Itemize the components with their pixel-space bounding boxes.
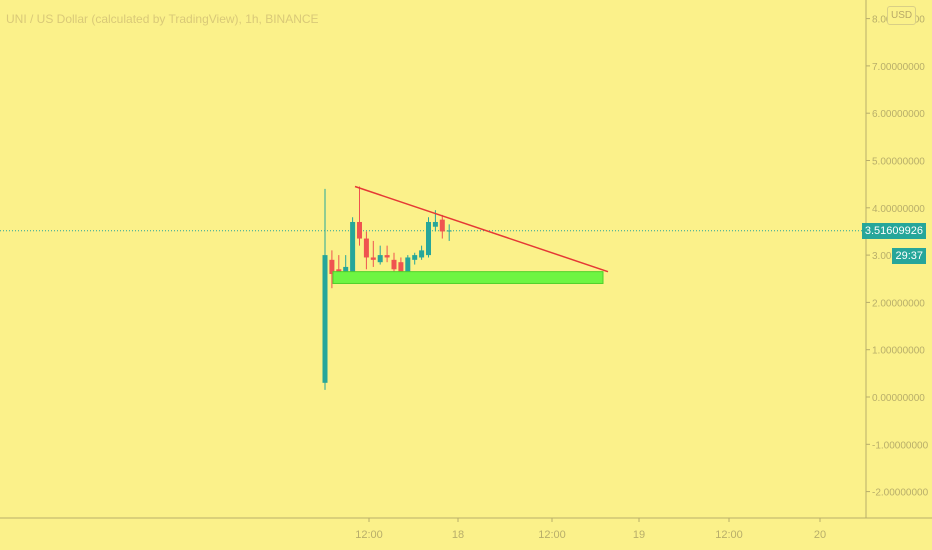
x-tick-label: 12:00 <box>715 529 743 541</box>
candle-body <box>384 255 390 258</box>
y-tick-label: 4.00000000 <box>872 204 925 215</box>
candle-body <box>446 230 452 232</box>
y-tick-label: -2.00000000 <box>872 488 929 499</box>
x-tick-label: 19 <box>633 529 645 541</box>
y-tick-label: 5.00000000 <box>872 157 925 168</box>
candle-body <box>419 250 425 258</box>
candle-body <box>432 221 438 227</box>
support-zone <box>332 271 604 284</box>
y-tick-label: -1.00000000 <box>872 440 929 451</box>
candle-body <box>322 255 328 383</box>
trendline <box>354 185 609 273</box>
x-tick-label: 12:00 <box>538 529 566 541</box>
candle-body <box>398 262 404 272</box>
x-tick-label: 20 <box>814 529 826 541</box>
candle-countdown-label: 29:37 <box>892 248 926 264</box>
y-tick-label: 1.00000000 <box>872 346 925 357</box>
candle-body <box>391 259 397 270</box>
candle-body <box>329 259 335 275</box>
candle-body <box>370 257 376 260</box>
y-tick-label: 2.00000000 <box>872 298 925 309</box>
x-tick-label: 18 <box>452 529 464 541</box>
y-tick-label: 7.00000000 <box>872 62 925 73</box>
candle-body <box>357 221 362 239</box>
candle-body <box>350 221 356 275</box>
candle-body <box>363 238 369 258</box>
candle-body <box>439 219 445 232</box>
candle-body <box>405 257 411 275</box>
candle-body <box>412 255 418 260</box>
candle-body <box>426 221 431 256</box>
chart-title: UNI / US Dollar (calculated by TradingVi… <box>6 12 319 26</box>
y-tick-label: 0.00000000 <box>872 393 925 404</box>
y-tick-label: 6.00000000 <box>872 109 925 120</box>
currency-button[interactable]: USD <box>887 6 917 25</box>
last-price-label: 3.51609926 <box>861 223 926 239</box>
x-tick-label: 12:00 <box>355 529 383 541</box>
candle-body <box>377 255 383 263</box>
